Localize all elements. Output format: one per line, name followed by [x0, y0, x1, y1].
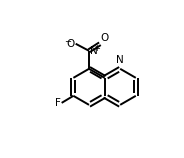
Text: −: − [64, 37, 71, 46]
Text: N: N [116, 55, 124, 65]
Text: +: + [93, 44, 100, 53]
Text: O: O [67, 39, 75, 49]
Text: F: F [55, 98, 61, 108]
Text: N: N [90, 46, 98, 56]
Text: O: O [101, 33, 109, 43]
